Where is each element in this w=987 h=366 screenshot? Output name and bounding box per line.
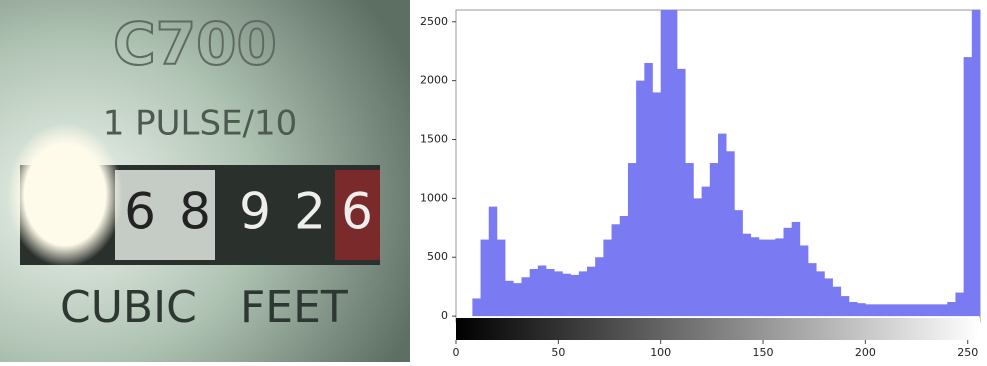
histogram-bar [808, 263, 817, 317]
gray-strip [456, 318, 980, 340]
wheel-light [115, 170, 215, 260]
histogram-bar [570, 274, 580, 317]
x-tick-label: 250 [957, 346, 978, 359]
histogram-bar [857, 303, 866, 317]
histogram-bar [742, 233, 752, 317]
photo-unit-right: FEET [240, 282, 348, 333]
histogram-bar [488, 206, 498, 317]
histogram-bar [783, 227, 792, 317]
histogram-bar [898, 304, 907, 317]
histogram-bar [734, 210, 743, 317]
histogram-bar [537, 265, 547, 317]
histogram-bar [824, 278, 833, 317]
histogram-bar [963, 57, 973, 317]
histogram-bar [922, 304, 932, 317]
histogram-bar [660, 10, 670, 317]
x-tick-label: 150 [753, 346, 774, 359]
histogram-bar [914, 304, 923, 317]
histogram-bar [881, 304, 891, 317]
x-tick-label: 200 [855, 346, 876, 359]
y-tick-label: 0 [441, 309, 448, 322]
histogram-bar [971, 10, 981, 317]
histogram-bar [865, 304, 874, 317]
y-tick-label: 1500 [420, 133, 448, 146]
histogram-bar [546, 269, 555, 317]
histogram-bar [816, 271, 825, 317]
histogram-bar [603, 239, 612, 317]
counter-digit: 9 [239, 183, 271, 241]
histogram-bar [709, 163, 719, 317]
histogram-bar [685, 163, 694, 317]
y-tick-label: 2000 [420, 74, 448, 87]
histogram-bar [775, 238, 784, 317]
histogram-bar [513, 283, 522, 317]
histogram-bar [758, 239, 768, 317]
counter-digit: 2 [294, 183, 326, 241]
histogram-bar [505, 280, 514, 317]
y-tick-label: 2500 [420, 15, 448, 28]
histogram-bar [791, 221, 801, 317]
histogram-bar [521, 277, 530, 317]
histogram-bar [930, 304, 940, 317]
histogram-bar [906, 304, 915, 317]
histogram-bar [619, 216, 629, 317]
x-tick-label: 50 [551, 346, 565, 359]
histogram-bar [873, 304, 883, 317]
histogram-bar [947, 301, 956, 317]
histogram-bar [767, 239, 776, 317]
counter-digit: 6 [124, 183, 156, 241]
histogram-bar [939, 304, 948, 317]
histogram-bar [718, 133, 727, 317]
histogram-bar [726, 151, 735, 317]
histogram-bar [799, 245, 809, 317]
histogram-bar [595, 257, 604, 317]
x-tick-label: 100 [650, 346, 671, 359]
histogram-bar [849, 301, 858, 317]
histogram-bar [701, 186, 711, 317]
wheel-red [335, 170, 380, 260]
histogram-bar [750, 237, 760, 317]
histogram-bar [627, 163, 637, 317]
histogram-bar [578, 271, 588, 317]
y-tick-label: 1000 [420, 191, 448, 204]
histogram-bar [472, 298, 481, 317]
histogram-bar [562, 273, 571, 317]
histogram-bar [554, 271, 563, 317]
photo-pulse: 1 PULSE/10 [103, 104, 298, 144]
histogram-bar [668, 10, 678, 317]
photo-unit-left: CUBIC [60, 282, 197, 333]
counter-digit: 6 [341, 183, 373, 241]
histogram-bar [840, 296, 850, 317]
photo-model: C700 [113, 10, 277, 78]
histogram-bar [611, 224, 621, 317]
histogram-bar [644, 62, 653, 317]
histogram-bar [832, 286, 842, 317]
histogram-bar [587, 266, 596, 317]
histogram-bar [693, 198, 702, 317]
histogram-bar [529, 269, 539, 317]
counter-digit: 8 [179, 183, 211, 241]
light-flare [7, 123, 123, 267]
histogram-bar [636, 80, 645, 317]
histogram-bar [480, 239, 490, 317]
histogram-bar [652, 92, 661, 317]
x-tick-label: 0 [453, 346, 460, 359]
histogram-bar [496, 239, 506, 317]
histogram-bar [677, 68, 686, 317]
histogram-bar [889, 304, 899, 317]
y-tick-label: 500 [427, 250, 448, 263]
histogram-bar [955, 292, 964, 317]
